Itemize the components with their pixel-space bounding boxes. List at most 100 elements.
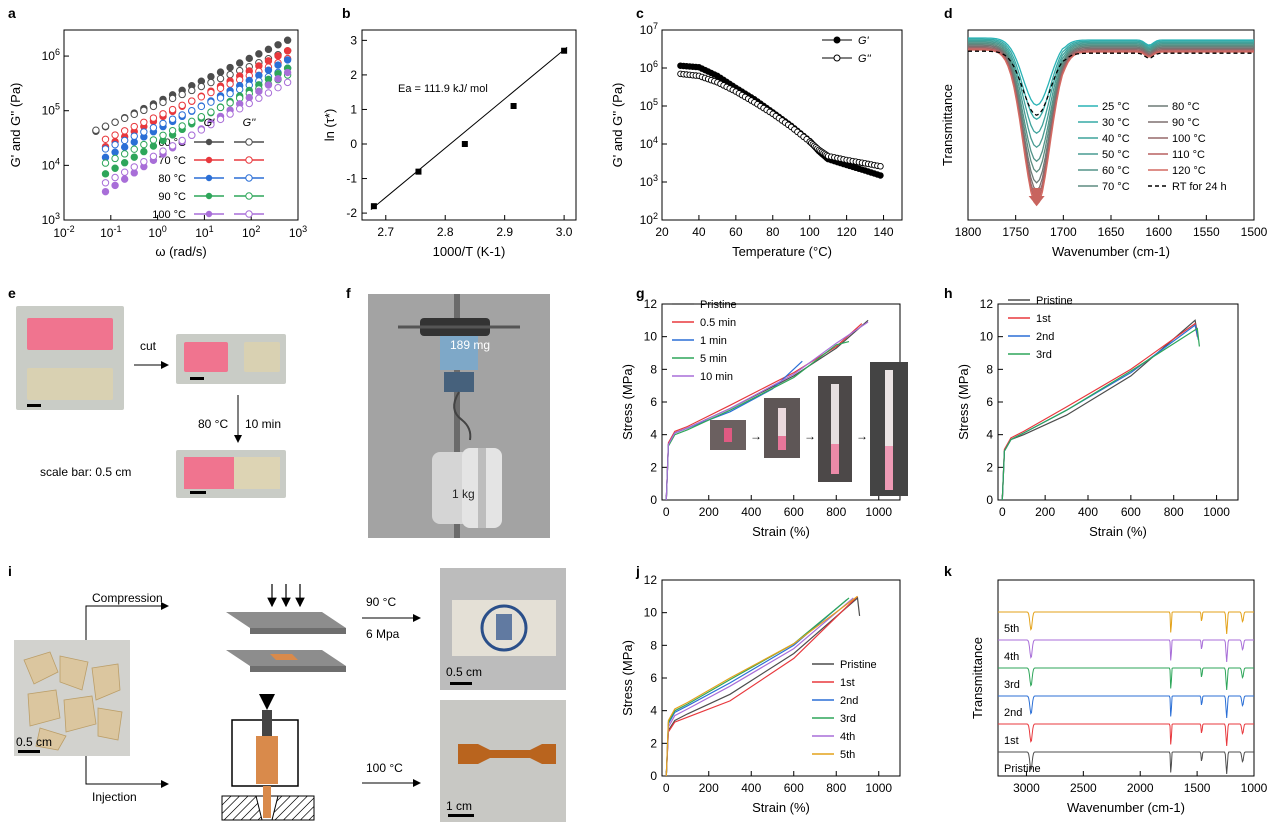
- point-a-gpp: [245, 99, 253, 108]
- x-tick-label-k: 2500: [1070, 781, 1097, 795]
- y-tick-label-j: 12: [644, 573, 658, 587]
- point-a-gpp: [149, 123, 158, 132]
- series-label-k: 1st: [1004, 735, 1019, 747]
- point-a-gpp: [226, 110, 234, 118]
- x-tick-label-h: 1000: [1203, 505, 1230, 519]
- scale-label-pieces: 0.5 cm: [16, 735, 52, 749]
- x-tick-label-j: 400: [741, 781, 761, 795]
- point-a-gpp: [159, 98, 167, 107]
- x-tick-label-h: 200: [1035, 505, 1055, 519]
- panel-label-f: f: [346, 285, 351, 301]
- point-a-gp: [255, 50, 263, 58]
- point-a-gpp: [130, 145, 138, 153]
- weight-label: 1 kg: [452, 487, 475, 501]
- series-d: [968, 37, 1254, 106]
- legend-label-a: 80 °C: [158, 173, 186, 185]
- legend-label-d: 25 °C: [1102, 101, 1130, 113]
- series-k: [998, 751, 1254, 775]
- point-b: [510, 103, 517, 109]
- fit-line-b: [370, 46, 568, 211]
- series-j: [665, 597, 854, 777]
- x-tick-label-d: 1700: [1050, 225, 1077, 239]
- inset-sample-4: [885, 370, 893, 490]
- x-axis-label-h: Strain (%): [1089, 524, 1147, 539]
- piece-clear: [244, 342, 280, 372]
- legend-marker-a-gp: [205, 174, 213, 182]
- x-tick-label-g: 600: [784, 505, 804, 519]
- legend-label-g: 0.5 min: [700, 317, 736, 329]
- point-a-gpp: [197, 113, 206, 121]
- y-tick-label-b: 2: [350, 68, 357, 82]
- compression-pressure: 6 Mpa: [366, 627, 400, 641]
- x-tick-label-c: 120: [837, 225, 857, 239]
- y-tick-label-g: 2: [650, 460, 657, 474]
- chart-h-frame: [997, 303, 1239, 501]
- point-a-gpp: [178, 101, 186, 110]
- chart-k-frame: [997, 579, 1255, 777]
- panel-label-k: k: [944, 563, 952, 579]
- point-a-gpp: [235, 105, 244, 113]
- point-a-gpp: [140, 140, 148, 149]
- series-k: [998, 611, 1254, 635]
- y-tick-label-b: -1: [346, 172, 357, 186]
- x-axis-label-a: ω (rad/s): [155, 244, 206, 259]
- panel-label-e: e: [8, 285, 16, 301]
- healed-pink-half: [184, 457, 234, 489]
- legend-label-a: 100 °C: [152, 209, 186, 221]
- y-tick-label-b: 3: [350, 33, 357, 47]
- y-tick-label-h: 4: [986, 428, 993, 442]
- legend-label-d: 40 °C: [1102, 133, 1130, 145]
- x-tick-label-j: 200: [699, 781, 719, 795]
- y-tick-label-g: 10: [644, 330, 658, 344]
- point-b: [461, 141, 468, 147]
- x-axis-label-c: Temperature (°C): [732, 244, 832, 259]
- y-tick-label-b: -2: [346, 206, 357, 220]
- route-bottom-label: Injection: [92, 790, 137, 804]
- legend-marker-a-gpp: [245, 174, 253, 182]
- chart-b-frame: [361, 29, 577, 221]
- inset-sample-2: [778, 408, 786, 450]
- legend-label-j: 5th: [840, 749, 855, 761]
- point-a-gpp: [111, 173, 119, 182]
- point-a-gp: [216, 68, 225, 76]
- legend-label-c: G'': [858, 53, 872, 65]
- x-tick-label-c: 100: [800, 225, 820, 239]
- point-a-gp: [140, 147, 148, 156]
- legend-marker-a-gp: [205, 156, 213, 164]
- series-d: [968, 49, 1254, 207]
- legend-label-d: 60 °C: [1102, 165, 1130, 177]
- point-a-gpp: [130, 110, 138, 119]
- point-a-gp: [274, 75, 282, 83]
- legend-label-j: 4th: [840, 731, 855, 743]
- scale-label-dogbone: 1 cm: [446, 799, 472, 813]
- point-a-gpp: [168, 126, 177, 135]
- x-tick-label-a: 10-1: [100, 224, 121, 240]
- pieces-cluster: [23, 651, 123, 751]
- point-a-gpp: [149, 114, 158, 122]
- legend-label-h: 1st: [1036, 313, 1051, 325]
- injection-temp: 100 °C: [366, 761, 403, 775]
- point-a-gpp: [226, 89, 234, 98]
- series-label-k: Pristine: [1004, 763, 1041, 775]
- press-plate-top-side: [250, 628, 346, 634]
- x-tick-label-a: 102: [242, 224, 260, 240]
- press-sample: [270, 654, 298, 660]
- x-tick-label-h: 600: [1121, 505, 1141, 519]
- point-a-gpp: [159, 131, 167, 139]
- scale-bar-i3: [448, 814, 474, 817]
- x-tick-label-c: 20: [655, 225, 669, 239]
- x-tick-label-g: 1000: [865, 505, 892, 519]
- y-tick-label-b: 1: [350, 102, 357, 116]
- point-a-gpp: [130, 132, 138, 140]
- scale-label-film: 0.5 cm: [446, 665, 482, 679]
- y-tick-label-j: 2: [650, 736, 657, 750]
- strip-pink: [27, 318, 113, 350]
- legend-label-h: 2nd: [1036, 331, 1054, 343]
- x-tick-label-j: 600: [784, 781, 804, 795]
- legend-label-a: 90 °C: [158, 191, 186, 203]
- y-tick-label-h: 8: [986, 362, 993, 376]
- legend-marker-a-gp: [205, 192, 213, 200]
- x-tick-label-k: 3000: [1013, 781, 1040, 795]
- compression-temp: 90 °C: [366, 595, 396, 609]
